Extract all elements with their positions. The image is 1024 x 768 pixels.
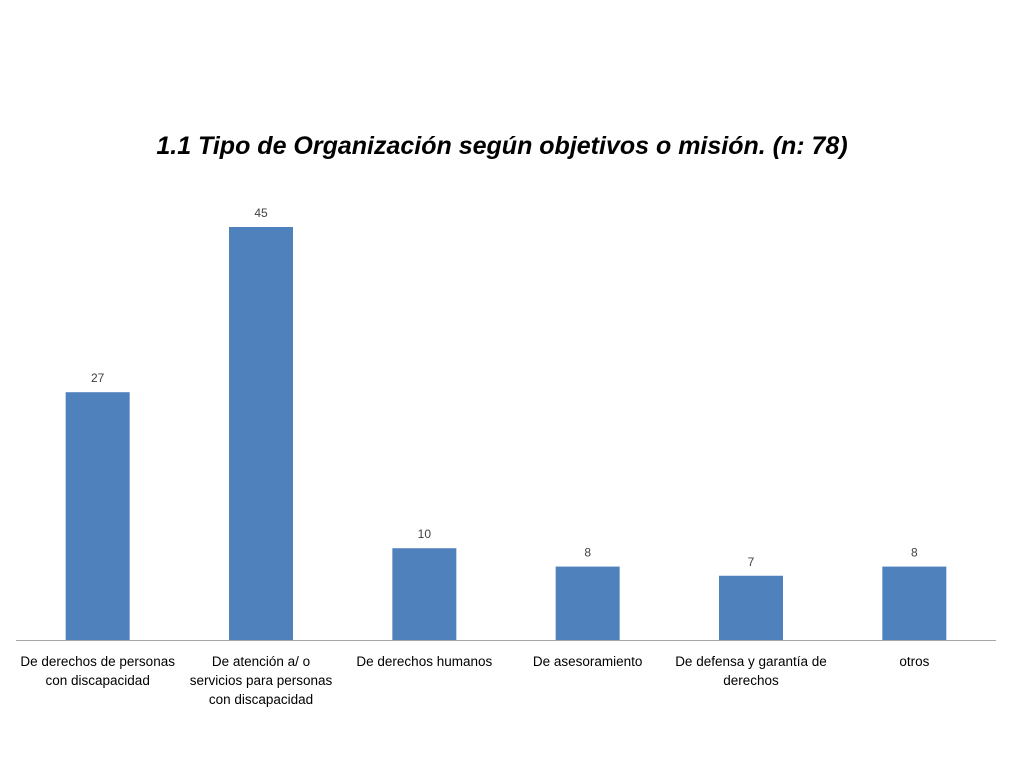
bar-1: [65, 392, 130, 640]
bar-5: [719, 575, 783, 640]
x-tick-labels-layer: De derechos de personas con discapacidad D…: [20, 654, 929, 707]
data-label-4: 8: [584, 546, 591, 560]
bar-2: [229, 227, 293, 640]
x-tick-label-4: De asesoramiento: [533, 654, 643, 669]
x-tick-label-6: otros: [899, 654, 929, 669]
chart-title: 1.1 Tipo de Organización según objetivos…: [156, 132, 848, 160]
bar-4: [555, 566, 620, 640]
data-label-5: 7: [748, 555, 755, 569]
x-tick-label-1: De derechos de personas con discapacidad: [20, 654, 175, 688]
data-label-3: 10: [418, 527, 432, 541]
bars-layer: [65, 227, 947, 640]
data-label-2: 45: [254, 206, 268, 220]
x-tick-label-3: De derechos humanos: [356, 654, 492, 669]
x-tick-label-2: De atención a/ o servicios para personas c…: [190, 654, 333, 707]
bar-6: [882, 566, 947, 640]
data-labels-layer: 27 45 10 8 7 8: [91, 206, 918, 569]
x-tick-label-5: De defensa y garantía de derechos: [675, 654, 827, 688]
data-label-6: 8: [911, 546, 918, 560]
data-label-1: 27: [91, 371, 105, 385]
bar-3: [392, 548, 457, 640]
